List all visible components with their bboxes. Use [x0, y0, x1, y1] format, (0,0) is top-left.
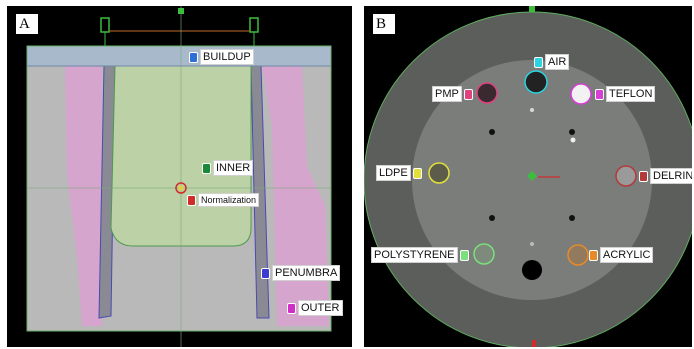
- inner-label: INNER: [213, 160, 254, 176]
- pmp-label: PMP: [432, 86, 462, 102]
- acrylic-insert: [567, 244, 589, 266]
- air-hole-bottom: [522, 260, 542, 280]
- air-insert: [524, 70, 548, 94]
- field-border: [26, 45, 332, 332]
- outer-left-region: [65, 66, 102, 326]
- normalization-point: [175, 182, 187, 194]
- normalization-label: Normalization: [198, 193, 260, 207]
- acrylic-label: ACRYLIC: [600, 247, 654, 263]
- isocenter-marker: [527, 171, 537, 181]
- outer-right-region: [262, 66, 329, 326]
- buildup-region: [26, 45, 332, 67]
- panel-a-letter: A: [16, 14, 38, 34]
- jaw-right-marker: [249, 17, 259, 33]
- penumbra-tag: PENUMBRA: [261, 265, 341, 281]
- teflon-insert: [570, 83, 592, 105]
- outer-structure-icon: [287, 302, 296, 314]
- penumbra-label: PENUMBRA: [272, 265, 341, 281]
- ldpe-tag: LDPE: [376, 165, 422, 181]
- polystyrene-tag: POLYSTYRENE: [371, 247, 469, 263]
- buildup-structure-icon: [189, 51, 198, 63]
- acrylic-tag: ACRYLIC: [589, 247, 654, 263]
- panel-b: B AIR PMP TEFLON LDPE DELRIN POLYSTYRENE…: [364, 6, 692, 347]
- inner-tag: INNER: [202, 160, 254, 176]
- air-tag: AIR: [534, 54, 570, 70]
- air-label: AIR: [545, 54, 570, 70]
- jaw-left-marker: [100, 17, 110, 33]
- panel-b-letter: B: [373, 14, 395, 34]
- ldpe-structure-icon: [412, 167, 422, 179]
- acrylic-structure-icon: [589, 249, 598, 261]
- pmp-insert: [476, 82, 498, 104]
- delrin-tag: DELRIN: [639, 168, 692, 184]
- inner-structure-icon: [202, 162, 211, 174]
- ldpe-insert: [428, 162, 450, 184]
- polystyrene-label: POLYSTYRENE: [371, 247, 458, 263]
- buildup-label: BUILDUP: [200, 49, 254, 65]
- delrin-structure-icon: [639, 170, 648, 182]
- ldpe-label: LDPE: [376, 165, 411, 181]
- teflon-label: TEFLON: [606, 86, 656, 102]
- polystyrene-structure-icon: [459, 249, 469, 261]
- air-structure-icon: [534, 56, 543, 68]
- buildup-tag: BUILDUP: [189, 49, 254, 65]
- teflon-structure-icon: [595, 88, 604, 100]
- panel-a-image: [26, 6, 332, 347]
- outer-tag: OUTER: [287, 300, 343, 316]
- penumbra-structure-icon: [261, 267, 270, 279]
- normalization-structure-icon: [187, 194, 196, 206]
- delrin-insert: [615, 165, 637, 187]
- delrin-label: DELRIN: [650, 168, 692, 184]
- teflon-tag: TEFLON: [595, 86, 656, 102]
- polystyrene-insert: [473, 243, 495, 265]
- panel-a: A BUILDUP INNER Normalization PENUMBRA O…: [7, 6, 352, 347]
- pmp-structure-icon: [463, 88, 473, 100]
- outer-label: OUTER: [298, 300, 343, 316]
- pmp-tag: PMP: [432, 86, 473, 102]
- normalization-tag: Normalization: [187, 193, 260, 207]
